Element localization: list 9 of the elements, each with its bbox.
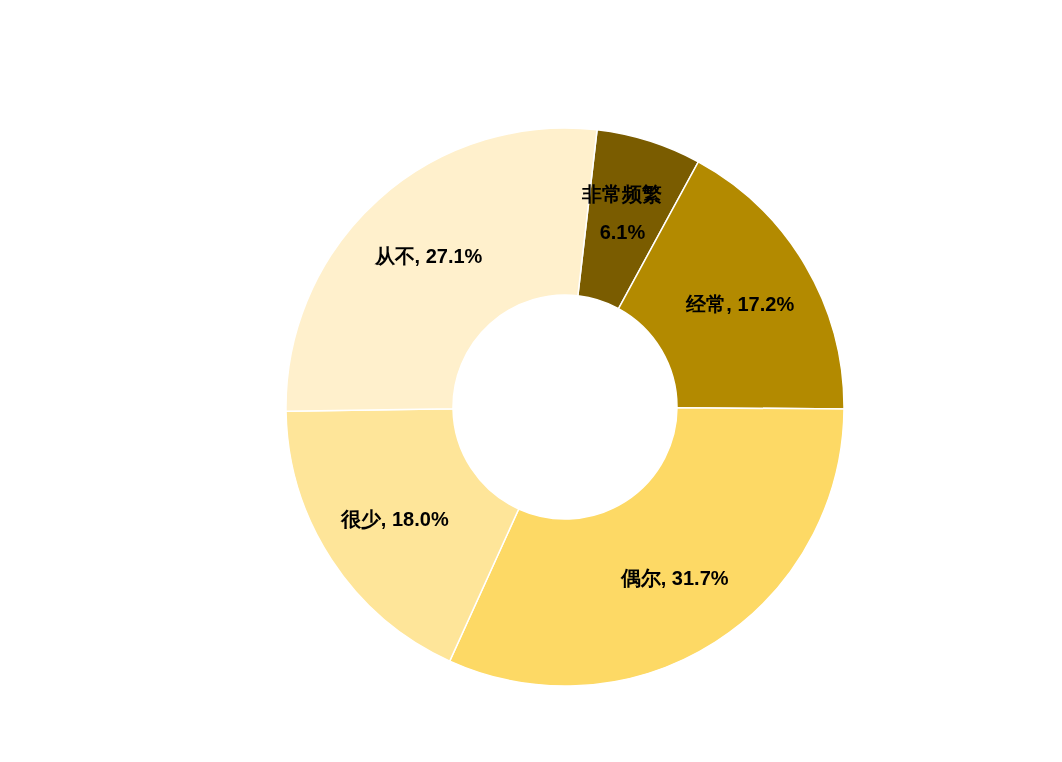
data-label: , 31.7%	[660, 567, 729, 590]
slice-label: 很少	[339, 507, 382, 530]
data-label: , 27.1%	[414, 245, 483, 268]
data-label: , 17.2%	[726, 292, 795, 315]
data-label: , 18.0%	[380, 507, 449, 530]
data-label: 6.1%	[599, 220, 646, 243]
slice-label: 经常	[685, 292, 727, 315]
slice-label: 偶尔	[619, 567, 662, 590]
slice-label: 从不	[373, 245, 415, 268]
